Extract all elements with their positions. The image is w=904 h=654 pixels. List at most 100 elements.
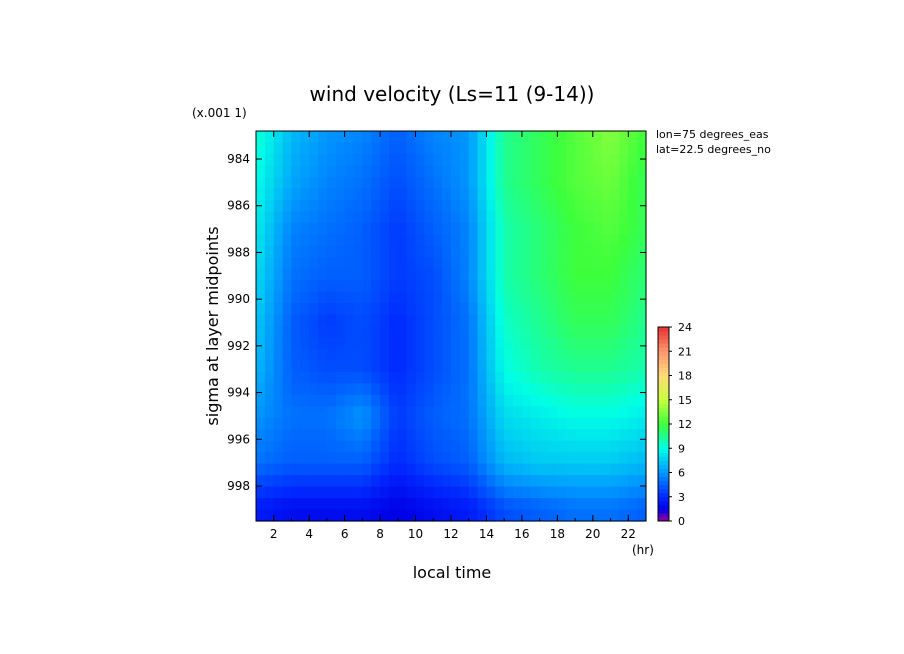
heatmap-cell <box>318 348 328 362</box>
colorbar-swatch <box>658 476 669 482</box>
heatmap-cell <box>273 222 284 235</box>
heatmap-cell <box>521 486 532 499</box>
heatmap-cell <box>424 303 434 316</box>
heatmap-cell <box>548 257 558 270</box>
heatmap-cell <box>335 429 346 442</box>
heatmap-cell <box>291 417 301 430</box>
heatmap-cell <box>424 199 434 212</box>
heatmap-cell <box>601 199 612 212</box>
heatmap-cell <box>415 303 426 316</box>
heatmap-cell <box>415 417 426 430</box>
heatmap-cell <box>309 440 319 453</box>
heatmap-cell <box>282 257 293 270</box>
heatmap-cell <box>326 291 337 304</box>
heatmap-cell <box>406 406 417 419</box>
heatmap-cell <box>539 280 550 293</box>
heatmap-cell <box>557 199 567 212</box>
heatmap-cell <box>504 245 514 258</box>
heatmap-cell <box>318 257 328 270</box>
heatmap-cell <box>495 234 505 247</box>
heatmap-cell <box>424 417 434 430</box>
heatmap-cell <box>504 188 514 201</box>
heatmap-cell <box>326 452 337 465</box>
heatmap-cell <box>406 440 417 453</box>
heatmap-cell <box>468 245 479 258</box>
heatmap-cell <box>433 257 443 270</box>
y-tick-label: 990 <box>227 292 250 306</box>
heatmap-cell <box>601 337 612 350</box>
heatmap-cell <box>256 303 266 316</box>
heatmap-cell <box>397 131 408 144</box>
heatmap-cell <box>256 234 266 247</box>
heatmap-cell <box>451 452 461 465</box>
heatmap-cell <box>415 383 426 396</box>
heatmap-cell <box>548 303 558 316</box>
heatmap-cell <box>513 176 523 189</box>
heatmap-cell <box>628 440 638 453</box>
heatmap-cell <box>433 394 443 407</box>
heatmap-cell <box>415 142 426 155</box>
colorbar-swatch <box>658 343 669 348</box>
heatmap-cell <box>619 142 629 155</box>
heatmap-cell <box>513 268 523 281</box>
heatmap-cell <box>353 222 363 235</box>
heatmap-cell <box>442 475 452 488</box>
heatmap-cell <box>353 326 363 339</box>
heatmap-cell <box>335 314 346 327</box>
heatmap-cell <box>539 360 550 373</box>
heatmap-cell <box>353 475 363 488</box>
heatmap-cell <box>592 303 603 316</box>
heatmap-cell <box>539 199 550 212</box>
heatmap-cell <box>326 303 337 316</box>
heatmap-cell <box>264 429 275 442</box>
heatmap-cell <box>282 406 293 419</box>
heatmap-cell <box>583 153 594 167</box>
heatmap-cell <box>451 291 461 304</box>
heatmap-cell <box>380 498 390 511</box>
heatmap-cell <box>362 509 372 522</box>
heatmap-cell <box>557 394 567 407</box>
heatmap-cell <box>318 360 328 373</box>
heatmap-cell <box>601 417 612 430</box>
y-tick-label: 998 <box>227 479 250 493</box>
heatmap-cell <box>557 417 567 430</box>
heatmap-cell <box>264 463 275 476</box>
heatmap-cell <box>486 303 496 316</box>
heatmap-cell <box>548 211 558 224</box>
heatmap-cell <box>451 153 461 167</box>
heatmap-cell <box>548 280 558 293</box>
heatmap-cell <box>415 234 426 247</box>
heatmap-cell <box>539 406 550 419</box>
heatmap-cell <box>521 337 532 350</box>
heatmap-cell <box>459 440 470 453</box>
heatmap-cell <box>273 394 284 407</box>
heatmap-cell <box>264 314 275 327</box>
heatmap-cell <box>548 131 558 144</box>
heatmap-cell <box>583 176 594 189</box>
heatmap-cell <box>459 371 470 384</box>
heatmap-cell <box>451 463 461 476</box>
heatmap-cell <box>513 383 523 396</box>
heatmap-cell <box>468 406 479 419</box>
heatmap-cell <box>495 371 505 384</box>
heatmap-cell <box>504 509 514 522</box>
heatmap-cell <box>495 463 505 476</box>
heatmap-cell <box>264 360 275 373</box>
heatmap-cell <box>300 348 310 362</box>
heatmap-cell <box>592 131 603 144</box>
heatmap-cell <box>264 268 275 281</box>
x-tick-label: 6 <box>341 527 349 541</box>
heatmap-cell <box>592 268 603 281</box>
colorbar-swatch <box>658 359 669 364</box>
heatmap-cell <box>300 475 310 488</box>
scale-note: (x.001 1) <box>192 106 247 120</box>
heatmap-cell <box>442 498 452 511</box>
heatmap-cell <box>406 234 417 247</box>
heatmap-cell <box>468 463 479 476</box>
heatmap-cell <box>539 211 550 224</box>
heatmap-cell <box>504 176 514 189</box>
heatmap-cell <box>309 268 319 281</box>
heatmap-cell <box>371 153 381 167</box>
heatmap-cell <box>504 337 514 350</box>
heatmap-cell <box>583 234 594 247</box>
